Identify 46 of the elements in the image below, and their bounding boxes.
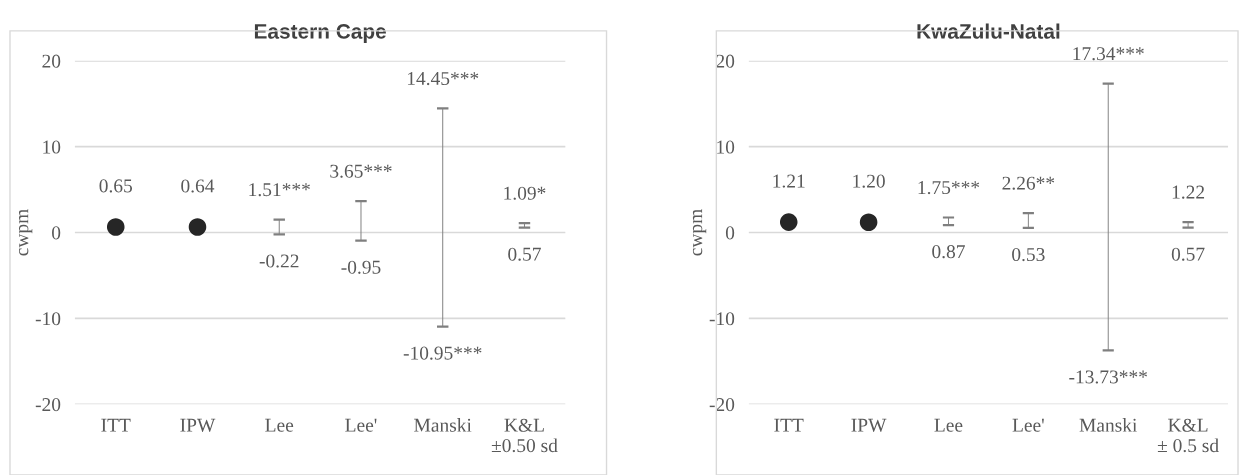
data-label: 0.65 [99, 179, 133, 193]
y-tick-label: -20 [35, 398, 61, 412]
annotation: 0.57 [1171, 247, 1205, 261]
x-tick-label: Lee [934, 418, 963, 432]
y-tick-label: -20 [709, 398, 735, 412]
annotation: 1.22 [1172, 185, 1205, 199]
data-label: 1.21 [773, 174, 805, 188]
y-tick-label: 10 [43, 140, 61, 154]
x-tick-label: Manski [1079, 418, 1138, 432]
annotation: 1.75*** [918, 181, 980, 195]
x-tick-label: Lee' [345, 418, 377, 432]
annotation: 0.57 [508, 247, 541, 261]
annotation: 17.34*** [1073, 47, 1144, 61]
annotation: -13.73*** [1069, 370, 1147, 384]
y-tick-label: 0 [52, 226, 61, 240]
annotation: 1.09* [504, 186, 546, 200]
annotation: 14.45*** [407, 72, 479, 86]
x-tick-label: ITT [774, 418, 804, 432]
annotation: -10.95*** [403, 346, 482, 360]
annotation: 0.53 [1012, 247, 1045, 262]
annotation: 0.87 [932, 245, 965, 259]
y-tick-label: 10 [717, 140, 735, 154]
annotation: 3.65*** [330, 164, 392, 178]
y-axis-title: cwpm [18, 209, 33, 256]
chart-title: Eastern Cape [254, 24, 386, 43]
x-tick-label: K&L ±0.50 sd [491, 418, 558, 453]
x-tick-label: IPW [851, 418, 887, 432]
annotation: -0.22 [259, 254, 299, 268]
x-tick-label: Lee [265, 418, 294, 432]
annotation: 1.51*** [249, 183, 310, 197]
data-label: 0.64 [181, 179, 215, 193]
x-tick-label: IPW [180, 418, 216, 432]
y-axis-title: cwpm [692, 209, 707, 256]
x-tick-label: K&L ± 0.5 sd [1157, 418, 1219, 453]
y-tick-label: 20 [716, 54, 735, 68]
y-tick-label: 20 [42, 54, 61, 68]
annotation: -0.95 [341, 260, 381, 274]
y-tick-label: -10 [35, 312, 61, 326]
data-label: 1.20 [853, 174, 885, 188]
x-tick-label: Lee' [1012, 418, 1044, 432]
annotation: 2.26** [1002, 176, 1055, 190]
chart-title: KwaZulu-Natal [917, 23, 1060, 39]
x-tick-label: Manski [414, 418, 472, 432]
x-tick-label: ITT [101, 418, 131, 432]
y-tick-label: -10 [709, 312, 735, 326]
y-tick-label: 0 [725, 226, 735, 240]
